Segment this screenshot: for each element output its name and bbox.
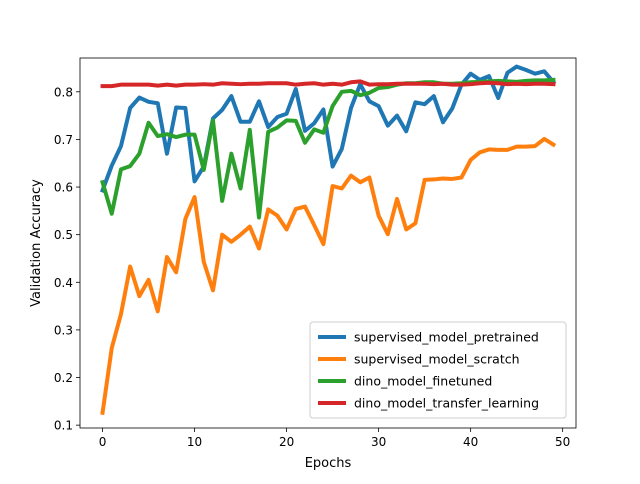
y-tick-label: 0.5 (54, 228, 73, 242)
series-line-supervised-model-pretrained (99, 64, 557, 193)
legend-label: dino_model_finetuned (354, 374, 492, 389)
x-tick-label: 50 (555, 435, 570, 449)
series-line-supervised-model-scratch (100, 136, 557, 416)
y-tick-label: 0.4 (54, 276, 73, 290)
legend: supervised_model_pretrained supervised_mo… (309, 321, 567, 419)
x-tick-label: 10 (187, 435, 202, 449)
legend-label: supervised_model_scratch (354, 352, 520, 367)
x-axis-label: Epochs (305, 456, 352, 471)
legend-box (309, 321, 567, 419)
y-axis: 0.1 0.2 0.3 0.4 0.5 0.6 0.7 0.8 (54, 85, 80, 433)
legend-label: supervised_model_pretrained (354, 330, 539, 345)
x-axis: 0 10 20 30 40 50 (99, 428, 570, 449)
x-tick-label: 20 (279, 435, 294, 449)
y-tick-label: 0.7 (54, 133, 73, 147)
y-tick-label: 0.3 (54, 323, 73, 337)
x-tick-label: 40 (463, 435, 478, 449)
plot-series-group (99, 64, 557, 416)
y-tick-label: 0.1 (54, 419, 73, 433)
legend-label: dino_model_transfer_learning (354, 396, 539, 411)
series-line-dino-model-transfer-learning (100, 79, 556, 89)
y-tick-label: 0.6 (54, 181, 73, 195)
axes-spines (79, 57, 577, 429)
y-tick-label: 0.2 (54, 371, 73, 385)
x-tick-label: 0 (99, 435, 107, 449)
y-axis-label: Validation Accuracy (29, 179, 44, 307)
axes-frame (79, 57, 577, 429)
y-tick-label: 0.8 (54, 85, 73, 99)
x-tick-label: 30 (371, 435, 386, 449)
